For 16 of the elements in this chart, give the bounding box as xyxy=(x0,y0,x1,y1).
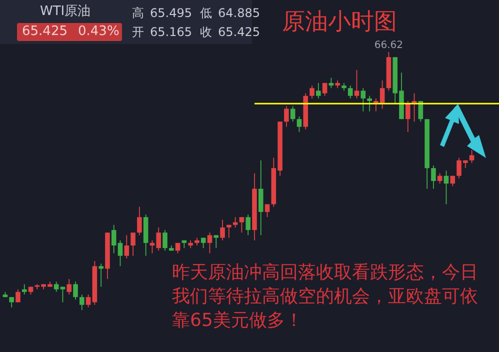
text: 开 xyxy=(132,24,144,40)
candlestick xyxy=(226,224,232,238)
text: 66.62 xyxy=(374,40,404,51)
annotation: 昨天原油冲高回落收取看跌形态，今日我们等待拉高做空的机会，亚欧盘可依靠65美元做多！ xyxy=(172,261,479,333)
text: 65.165 xyxy=(150,24,192,40)
text: 低 xyxy=(200,5,212,21)
text: 64.885 xyxy=(218,5,260,21)
chart-title: 原油小时图 xyxy=(282,8,397,37)
text: 收 xyxy=(200,24,212,40)
text: WTI原油 xyxy=(40,4,91,20)
text: 65.495 xyxy=(150,5,192,21)
text: 0.43% xyxy=(78,24,120,40)
text: 65.425 xyxy=(22,24,68,40)
text: 65.425 xyxy=(218,24,260,40)
text: 高 xyxy=(132,5,144,21)
candlestick xyxy=(98,264,104,287)
